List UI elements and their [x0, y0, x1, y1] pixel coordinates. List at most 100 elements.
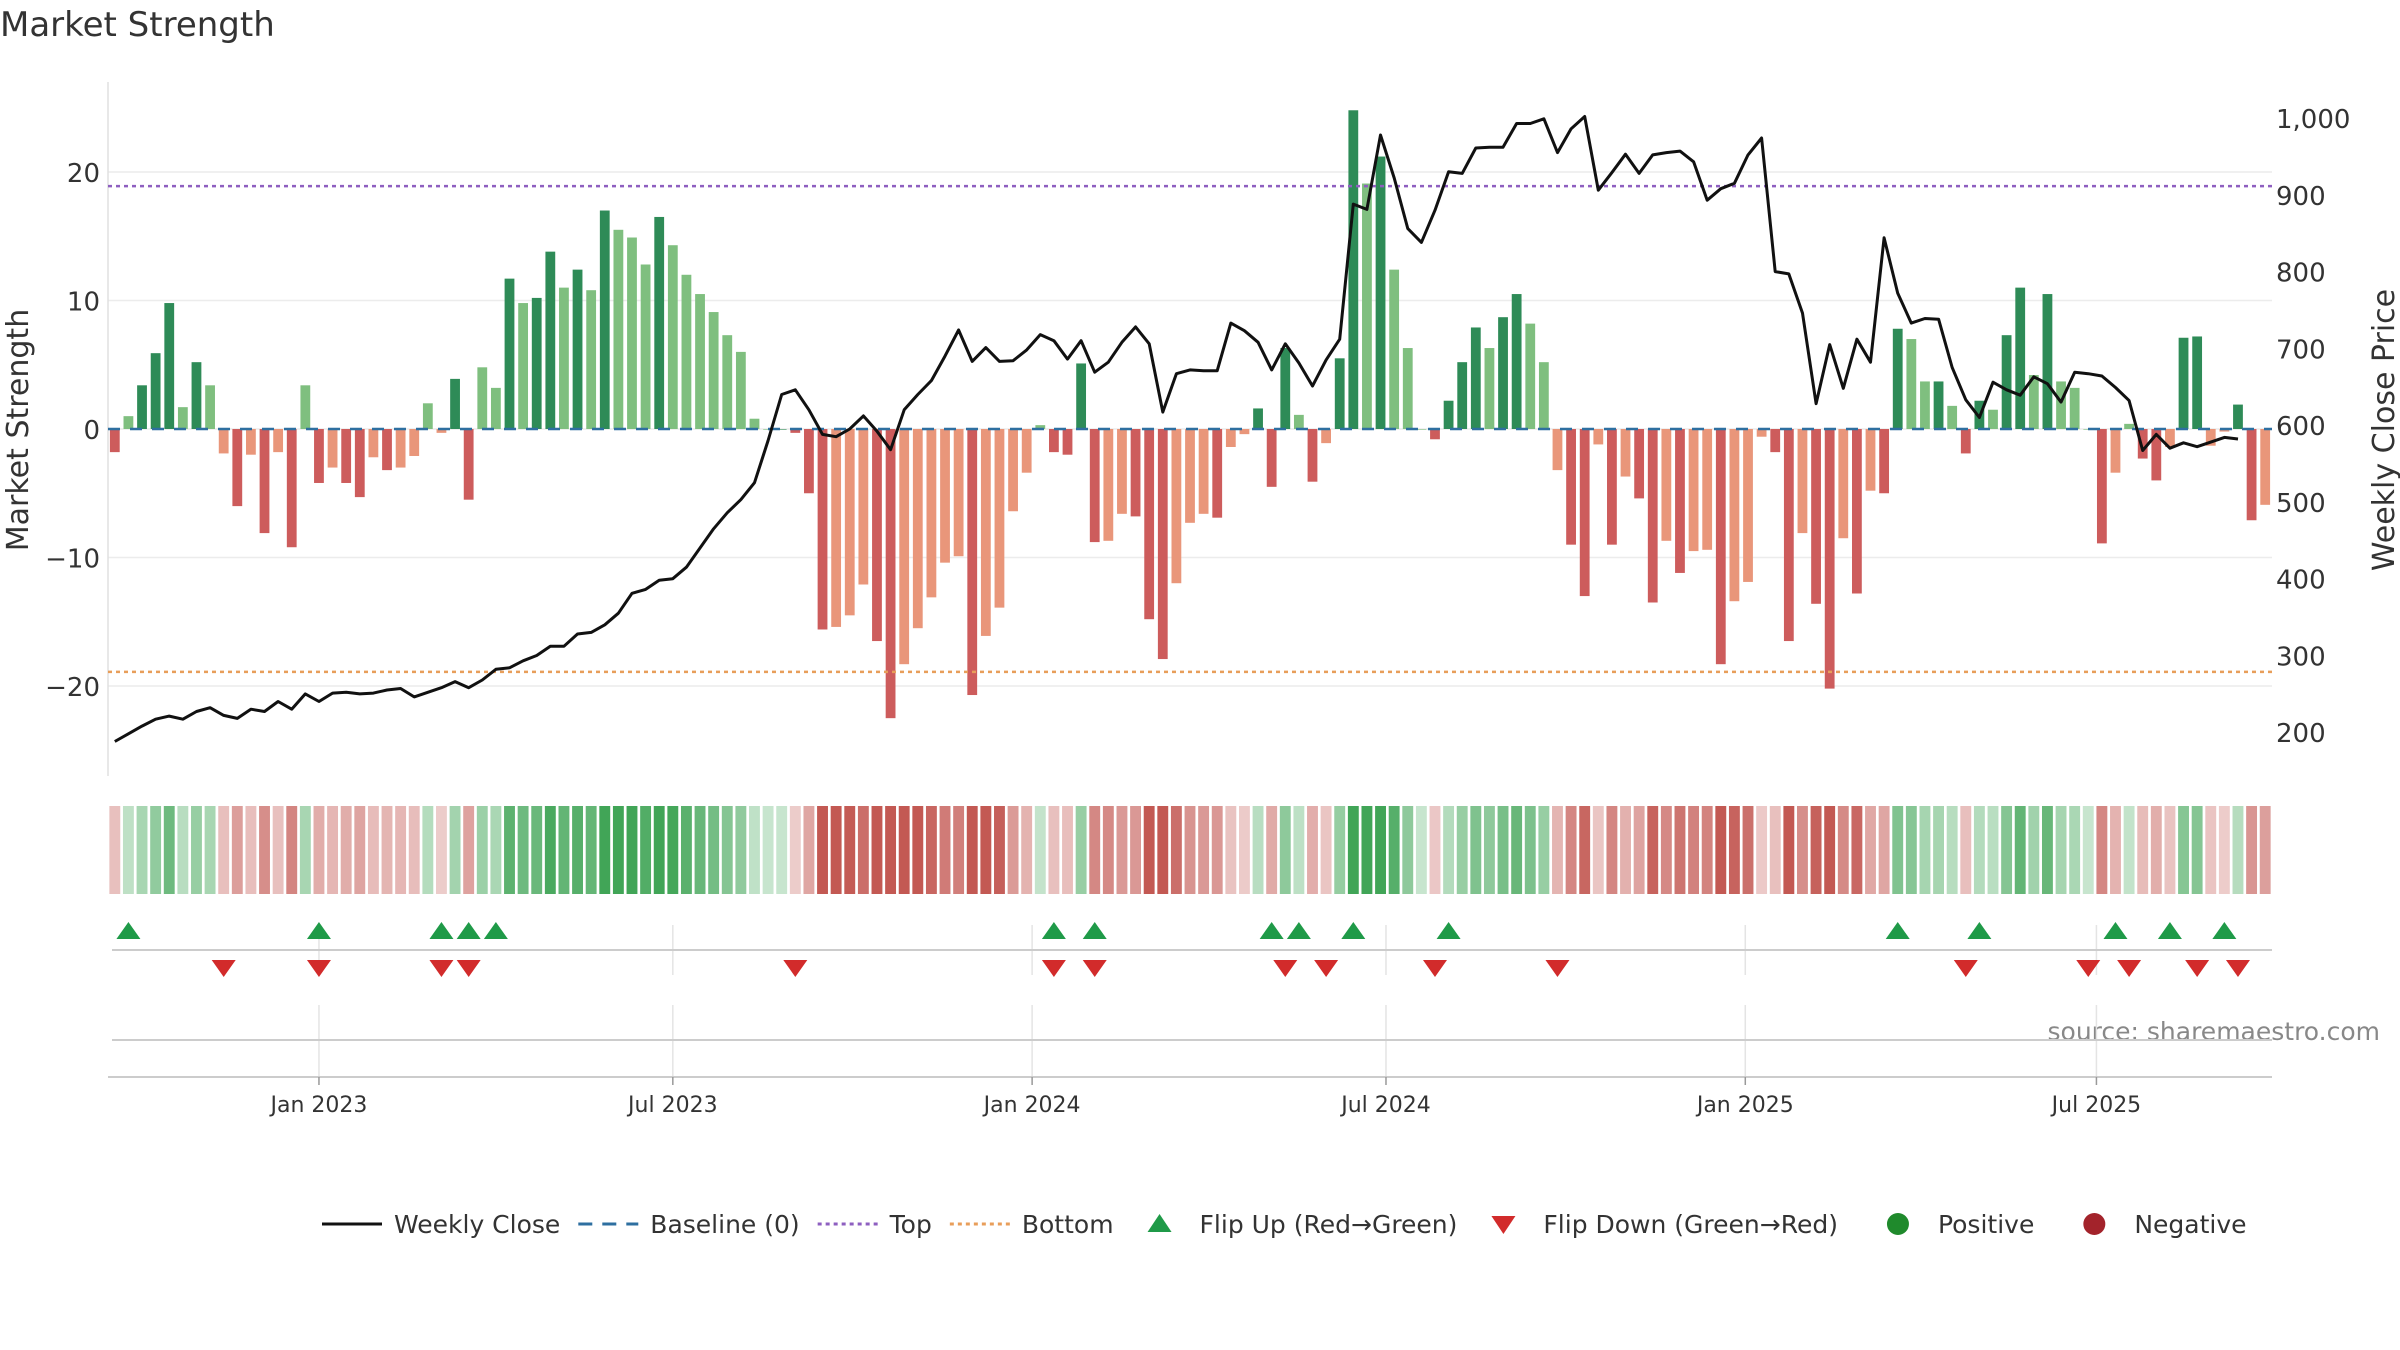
heat-cell: [572, 806, 583, 894]
heat-cell: [231, 806, 243, 894]
heat-cell: [1960, 806, 1972, 894]
strength-bar: [1797, 429, 1808, 534]
heat-cell: [163, 806, 175, 894]
y-right-tick-label: 700: [2276, 335, 2326, 365]
grid-lines: [107, 82, 2272, 1078]
strength-bar: [177, 407, 188, 429]
strength-bar: [327, 429, 338, 468]
y-left-tick-label: 10: [67, 287, 100, 317]
heat-cell: [436, 806, 447, 894]
heat-cell: [2028, 806, 2040, 894]
strength-bar: [354, 429, 365, 498]
heat-cell: [708, 806, 720, 894]
strength-bar: [1130, 429, 1141, 517]
heat-cell: [1307, 806, 1318, 894]
strength-bar: [259, 429, 270, 534]
heat-cell: [885, 806, 897, 894]
strength-bar: [776, 429, 787, 430]
strength-bar: [885, 429, 896, 719]
heat-cell: [1701, 806, 1713, 894]
flip-down-marker: [2076, 960, 2101, 977]
heat-cell: [1075, 806, 1087, 894]
strength-bar: [667, 245, 678, 429]
heat-cell: [1878, 806, 1890, 894]
flip-up-marker: [306, 922, 331, 939]
strength-bar: [640, 264, 651, 429]
flip-up-marker: [1259, 922, 1284, 939]
heat-cell: [1347, 806, 1359, 894]
legend-swatch-circle: [2083, 1213, 2106, 1235]
strength-bar: [1593, 429, 1604, 445]
heat-cell: [2069, 806, 2081, 894]
legend-item: Weekly Close: [322, 1210, 560, 1239]
strength-bar: [1457, 362, 1468, 429]
strength-bar: [382, 429, 392, 471]
x-tick-label: Jan 2025: [1695, 1093, 1794, 1118]
heat-cell: [762, 806, 774, 894]
strength-bar: [1552, 429, 1563, 471]
heat-cell: [898, 806, 910, 894]
strength-bar: [2110, 429, 2121, 473]
heat-cell: [1252, 806, 1264, 894]
flip-up-marker: [1286, 922, 1311, 939]
heat-cell: [1157, 806, 1169, 894]
strength-bar: [531, 297, 542, 429]
heat-cell: [136, 806, 148, 894]
strength-bar: [1729, 429, 1740, 602]
heat-cell: [1606, 806, 1618, 894]
strength-bar: [395, 429, 406, 468]
y-right-tick-label: 500: [2276, 489, 2326, 519]
strength-bar: [980, 429, 991, 636]
heat-cell: [830, 806, 842, 894]
heat-cell: [1511, 806, 1523, 894]
strength-bar: [545, 251, 556, 429]
heat-cell: [1361, 806, 1373, 894]
strength-bar: [1021, 429, 1032, 473]
strength-bar: [1920, 381, 1930, 429]
x-tick-label: Jan 2023: [269, 1093, 368, 1118]
strength-bar: [2015, 287, 2026, 429]
heat-cell: [966, 806, 978, 894]
strength-bar: [1198, 429, 1209, 514]
strength-bar: [912, 429, 923, 629]
strength-bar: [286, 429, 297, 548]
heat-cell: [1674, 806, 1686, 894]
heat-cell: [1184, 806, 1196, 894]
strength-bar: [1266, 429, 1277, 487]
heat-cell: [1170, 806, 1182, 894]
strength-bar: [1865, 429, 1876, 491]
strength-bar: [1824, 429, 1835, 689]
heat-cell: [2232, 806, 2244, 894]
heat-cell: [1769, 806, 1781, 894]
strength-bar: [314, 429, 324, 483]
heat-cell: [1021, 806, 1033, 894]
strength-bar: [1103, 429, 1114, 541]
strength-bar: [599, 210, 610, 429]
heat-cell: [1973, 806, 1985, 894]
strength-bar: [1212, 429, 1223, 518]
heat-cell: [1402, 806, 1414, 894]
strength-bar: [2001, 335, 2012, 429]
heat-cell: [1320, 806, 1332, 894]
strength-bar: [1538, 362, 1549, 429]
x-tick-label: Jul 2024: [1339, 1093, 1431, 1118]
strength-heat-strip: [109, 806, 2271, 894]
strength-bar: [109, 429, 120, 453]
heat-cell: [2164, 806, 2176, 894]
heat-cell: [1660, 806, 1672, 894]
heat-cell: [1851, 806, 1863, 894]
heat-cell: [2082, 806, 2094, 894]
flip-up-marker: [1041, 922, 1066, 939]
strength-bar: [2096, 429, 2107, 544]
strength-bar: [1892, 328, 1903, 429]
heat-cell: [517, 806, 529, 894]
heat-cell: [259, 806, 270, 894]
y-right-tick-label: 1,000: [2276, 105, 2350, 135]
strength-bar: [2219, 429, 2230, 432]
strength-bar: [518, 303, 529, 429]
heat-cell: [612, 806, 624, 894]
strength-bar: [559, 287, 569, 429]
weekly-close-line: [114, 115, 2239, 743]
flip-down-marker: [2225, 960, 2250, 977]
flip-up-marker: [456, 922, 481, 939]
